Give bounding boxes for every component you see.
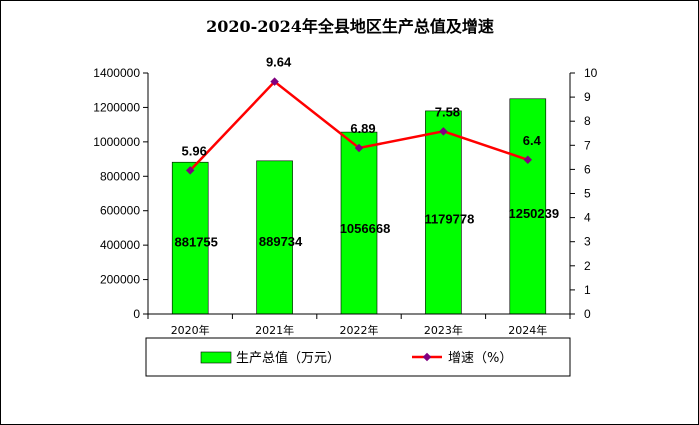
y-left-tick-label: 600000 — [100, 204, 140, 218]
bar-value-label: 1056668 — [340, 221, 391, 236]
chart-title: 2020-2024年全县地区生产总值及增速 — [206, 17, 494, 36]
plot-area: 0 200000 400000 600000 800000 1000000 1200000 1… — [93, 55, 597, 337]
y-left-tick-label: 400000 — [100, 238, 140, 252]
bar-value-label: 1250239 — [508, 206, 559, 221]
growth-marker — [185, 166, 195, 175]
y-right-tick-label: 3 — [584, 235, 591, 249]
y-right-tick-label: 6 — [584, 162, 591, 176]
legend-label-line: 增速（%） — [448, 351, 512, 366]
y-right-tick-label: 0 — [584, 307, 591, 321]
y-left-tick-label: 1000000 — [93, 135, 140, 149]
growth-value-label: 6.4 — [523, 133, 542, 148]
y-right-tick-label: 8 — [584, 114, 591, 128]
y-left-tick-label: 1200000 — [93, 100, 140, 114]
y-right-tick-label: 1 — [584, 283, 591, 297]
growth-marker — [354, 143, 364, 153]
legend-swatch-marker — [422, 352, 432, 362]
growth-value-label: 9.64 — [266, 55, 292, 70]
growth-value-label: 6.89 — [350, 121, 375, 136]
x-tick-label: 2024年 — [508, 323, 547, 337]
legend-swatch-bar — [200, 351, 232, 364]
bar — [171, 161, 209, 315]
y-right-tick-label: 5 — [584, 187, 591, 201]
growth-marker — [270, 77, 279, 86]
y-right-tick-label: 4 — [584, 211, 591, 225]
bar-value-label: 1179778 — [424, 212, 474, 227]
growth-value-label: 7.58 — [435, 104, 460, 119]
y-left-tick-label: 0 — [133, 307, 140, 321]
y-right-tick-label: 10 — [584, 66, 598, 80]
bar — [340, 131, 378, 315]
x-tick-label: 2022年 — [340, 323, 379, 337]
bar — [509, 98, 547, 315]
x-tick-label: 2020年 — [171, 323, 210, 337]
y-right-tick-label: 7 — [584, 138, 591, 152]
bar-value-label: 889734 — [259, 234, 303, 249]
bar — [425, 110, 462, 315]
bar — [256, 160, 293, 315]
growth-value-label: 5.96 — [182, 143, 207, 158]
legend: 生产总值（万元） 增速（%） — [145, 337, 571, 377]
x-tick-label: 2021年 — [255, 323, 294, 337]
bar-value-label: 881755 — [175, 234, 218, 249]
y-right-tick-label: 9 — [584, 90, 591, 104]
y-left-tick-label: 1400000 — [93, 66, 140, 80]
y-right-tick-label: 2 — [584, 259, 591, 273]
legend-label-bar: 生产总值（万元） — [236, 350, 340, 366]
x-tick-label: 2023年 — [424, 323, 463, 337]
y-left-tick-label: 800000 — [100, 169, 140, 183]
y-left-tick-label: 200000 — [100, 273, 140, 287]
growth-marker — [439, 127, 448, 136]
